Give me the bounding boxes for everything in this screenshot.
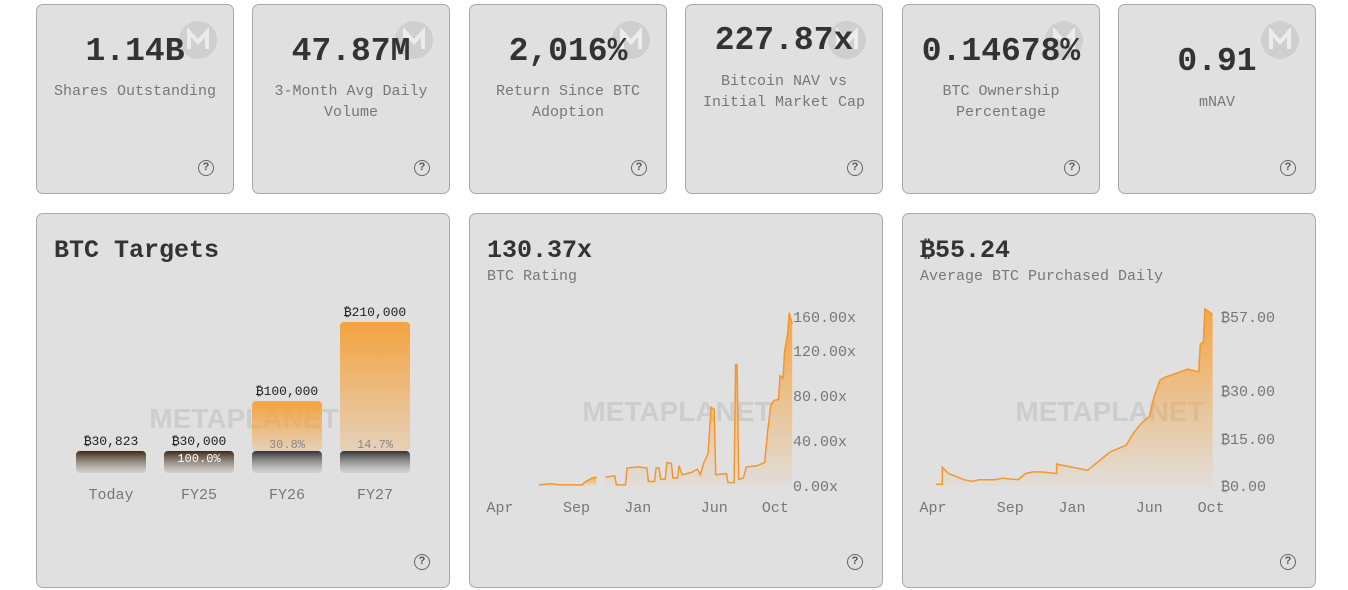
x-tick-label: Jun — [701, 500, 728, 517]
stat-value: 2,016% — [508, 33, 628, 70]
stat-value: 0.91 — [1177, 43, 1257, 80]
logo-m-shape-icon — [836, 26, 858, 49]
btc-targets-chart: METAPLANET₿30,823Today₿30,000100.0%FY25₿… — [76, 305, 410, 504]
target-bar — [252, 401, 322, 451]
x-tick-label: Today — [88, 487, 133, 504]
y-tick-label: ₿57.00 — [1221, 310, 1275, 327]
y-tick-label: 40.00x — [793, 434, 847, 451]
y-tick-label: ₿0.00 — [1221, 479, 1266, 496]
stat-card: 47.87M 3-Month Avg Daily Volume ? — [252, 4, 450, 194]
card-label: BTC Rating — [487, 268, 578, 285]
logo-m-shape-icon — [1269, 26, 1291, 49]
y-tick-label: 160.00x — [793, 310, 856, 327]
help-icon[interactable]: ? — [631, 160, 647, 176]
y-tick-label: 120.00x — [793, 344, 856, 361]
stat-card: 2,016% Return Since BTC Adoption ? — [469, 4, 667, 194]
y-tick-label: 80.00x — [793, 389, 847, 406]
help-icon[interactable]: ? — [1280, 160, 1296, 176]
x-tick-label: Apr — [919, 500, 946, 517]
x-tick-label: Sep — [563, 500, 590, 517]
y-tick-label: ₿15.00 — [1221, 432, 1275, 449]
target-bar — [340, 322, 410, 451]
x-tick-label: Sep — [997, 500, 1024, 517]
stat-value: 227.87x — [714, 22, 854, 59]
x-tick-label: Jun — [1136, 500, 1163, 517]
stat-value: 0.14678% — [921, 33, 1081, 70]
x-tick-label: Apr — [486, 500, 513, 517]
avg-btc-purchased-card: ₿55.24 Average BTC Purchased Daily METAP… — [902, 213, 1316, 588]
x-tick-label: Oct — [762, 500, 789, 517]
remaining-bar — [252, 451, 322, 473]
stat-value: 1.14B — [85, 33, 185, 70]
bar-value-label: ₿30,823 — [84, 434, 139, 449]
stat-card: 227.87x Bitcoin NAV vs Initial Market Ca… — [685, 4, 883, 194]
x-tick-label: FY25 — [181, 487, 217, 504]
card-title: BTC Targets — [54, 236, 220, 265]
progress-bar — [76, 451, 146, 473]
btc-rating-card: 130.37x BTC Rating METAPLANET Apr Sep Jan Ju… — [469, 213, 883, 588]
logo-m-shape-icon — [620, 26, 642, 49]
help-icon[interactable]: ? — [414, 554, 430, 570]
help-icon[interactable]: ? — [198, 160, 214, 176]
card-value: ₿55.24 — [920, 236, 1011, 265]
btc-targets-card: BTC Targets METAPLANET ₿30,823 Today ₿30,00… — [36, 213, 450, 588]
metaplanet-logo-icon — [1261, 21, 1299, 59]
progress-bar — [164, 451, 234, 473]
metaplanet-logo-icon — [828, 21, 866, 59]
progress-label: 30.8% — [269, 438, 306, 452]
card-value: 130.37x — [487, 236, 593, 265]
series-line — [538, 476, 597, 486]
x-tick-label: Oct — [1198, 500, 1225, 517]
y-tick-label: ₿30.00 — [1221, 384, 1275, 401]
stat-label: Shares Outstanding — [53, 83, 217, 100]
stat-label: BTC Ownership Percentage — [942, 83, 1060, 121]
bar-value-label: ₿100,000 — [256, 384, 318, 399]
progress-label: 100.0% — [177, 452, 221, 466]
logo-m-shape-icon — [1053, 26, 1075, 49]
stat-label: mNAV — [1198, 94, 1235, 111]
help-icon[interactable]: ? — [847, 160, 863, 176]
metaplanet-logo-icon — [1045, 21, 1083, 59]
stat-card: 0.14678% BTC Ownership Percentage ? — [902, 4, 1100, 194]
metaplanet-logo-icon — [612, 21, 650, 59]
watermark: METAPLANET — [582, 396, 771, 427]
x-tick-label: FY27 — [357, 487, 393, 504]
x-tick-label: FY26 — [269, 487, 305, 504]
bar-value-label: ₿210,000 — [344, 305, 406, 320]
series-area — [936, 308, 1213, 486]
series-area — [605, 312, 793, 486]
btc-rating-chart: METAPLANET Apr Sep Jan Jun Oct 160.00x 120.00x 8… — [486, 310, 856, 517]
series-line — [605, 312, 793, 486]
help-icon[interactable]: ? — [847, 554, 863, 570]
help-icon[interactable]: ? — [414, 160, 430, 176]
help-icon[interactable]: ? — [1064, 160, 1080, 176]
stat-label: Bitcoin NAV vs Initial Market Cap — [702, 73, 866, 111]
stat-label: 3-Month Avg Daily Volume — [274, 83, 428, 121]
remaining-bar — [340, 451, 410, 473]
logo-m-shape-icon — [187, 26, 209, 49]
card-label: Average BTC Purchased Daily — [920, 268, 1164, 285]
stat-card: 0.91 mNAV ? — [1118, 4, 1316, 194]
stat-label: Return Since BTC Adoption — [495, 83, 641, 121]
bar-value-label: ₿30,000 — [172, 434, 227, 449]
x-tick-label: Jan — [624, 500, 651, 517]
metaplanet-logo-icon — [395, 21, 433, 59]
metaplanet-logo-icon — [179, 21, 217, 59]
logo-m-shape-icon — [403, 26, 425, 49]
y-tick-label: 0.00x — [793, 479, 838, 496]
help-icon[interactable]: ? — [1280, 554, 1296, 570]
series-line — [936, 307, 1214, 486]
stat-card: 1.14B Shares Outstanding ? — [36, 4, 234, 194]
x-tick-label: Jan — [1059, 500, 1086, 517]
stat-value: 47.87M — [291, 33, 411, 70]
progress-label: 14.7% — [357, 438, 394, 452]
